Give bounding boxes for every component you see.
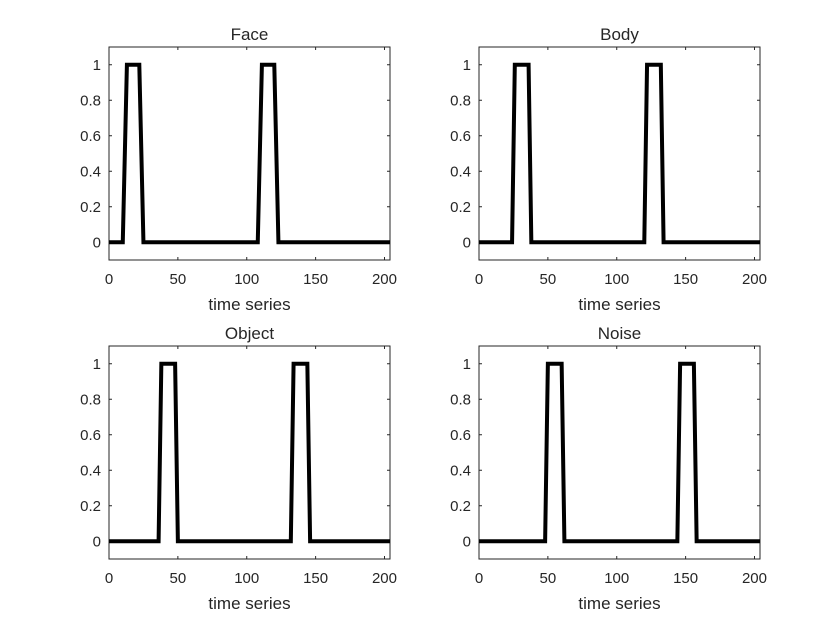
subplot-1: 0 50 100 150 200 0 0.2 0.4 0.6 0.8 1 Face time serie… <box>80 25 397 314</box>
series-line <box>479 62 760 245</box>
x-tick-label: 50 <box>170 271 187 288</box>
y-tick-label: 0.6 <box>450 427 471 444</box>
y-tick-label: 0.8 <box>80 92 101 109</box>
y-tick-label: 1 <box>93 356 101 373</box>
x-tick-label: 200 <box>742 570 767 587</box>
x-tick-label: 200 <box>742 271 767 288</box>
x-axis-label: time series <box>208 295 290 314</box>
x-tick-label: 50 <box>540 570 557 587</box>
y-tick-label: 0.6 <box>80 128 101 145</box>
x-tick-label: 100 <box>234 271 259 288</box>
x-tick-label: 150 <box>673 271 698 288</box>
y-tick-label: 0.6 <box>80 427 101 444</box>
axes-box <box>108 345 391 560</box>
subplot-2: 0 50 100 150 200 0 0.2 0.4 0.6 0.8 1 Body time serie… <box>450 25 767 314</box>
y-tick-label: 0.4 <box>450 462 471 479</box>
series-line <box>109 361 390 544</box>
subplot-title: Face <box>231 25 269 44</box>
y-tick-label: 0 <box>93 533 101 550</box>
y-tick-label: 0 <box>463 533 471 550</box>
subplot-title: Noise <box>598 324 641 343</box>
x-tick-label: 50 <box>540 271 557 288</box>
x-tick-label: 100 <box>604 271 629 288</box>
y-tick-label: 1 <box>463 356 471 373</box>
y-tick-label: 0.8 <box>80 391 101 408</box>
y-tick-label: 0.2 <box>450 199 471 216</box>
subplot-3: 0 50 100 150 200 0 0.2 0.4 0.6 0.8 1 Object time ser… <box>80 324 397 613</box>
x-axis-label: time series <box>208 594 290 613</box>
x-axis-label: time series <box>578 295 660 314</box>
y-tick-label: 0.4 <box>80 462 101 479</box>
x-tick-label: 100 <box>234 570 259 587</box>
series-line <box>479 361 760 544</box>
y-tick-label: 0.4 <box>450 163 471 180</box>
series-line <box>109 62 390 245</box>
subplot-4: 0 50 100 150 200 0 0.2 0.4 0.6 0.8 1 Noise time seri… <box>450 324 767 613</box>
axes-box <box>478 345 761 560</box>
x-tick-label: 200 <box>372 271 397 288</box>
y-tick-label: 0.4 <box>80 163 101 180</box>
subplot-title: Object <box>225 324 274 343</box>
y-tick-label: 0.2 <box>450 498 471 515</box>
x-tick-label: 50 <box>170 570 187 587</box>
x-tick-label: 0 <box>475 271 483 288</box>
axes-box <box>108 46 391 261</box>
y-tick-label: 0 <box>463 234 471 251</box>
y-tick-label: 0.8 <box>450 391 471 408</box>
x-tick-label: 150 <box>303 570 328 587</box>
y-tick-label: 1 <box>93 57 101 74</box>
x-tick-label: 200 <box>372 570 397 587</box>
x-tick-label: 0 <box>105 570 113 587</box>
x-tick-label: 150 <box>303 271 328 288</box>
y-tick-label: 0.8 <box>450 92 471 109</box>
x-axis-label: time series <box>578 594 660 613</box>
subplot-title: Body <box>600 25 639 44</box>
y-tick-label: 0.2 <box>80 498 101 515</box>
axes-box <box>478 46 761 261</box>
x-tick-label: 150 <box>673 570 698 587</box>
y-tick-label: 0.2 <box>80 199 101 216</box>
x-tick-label: 0 <box>475 570 483 587</box>
x-tick-label: 0 <box>105 271 113 288</box>
y-tick-label: 0 <box>93 234 101 251</box>
x-tick-label: 100 <box>604 570 629 587</box>
y-tick-label: 1 <box>463 57 471 74</box>
y-tick-label: 0.6 <box>450 128 471 145</box>
